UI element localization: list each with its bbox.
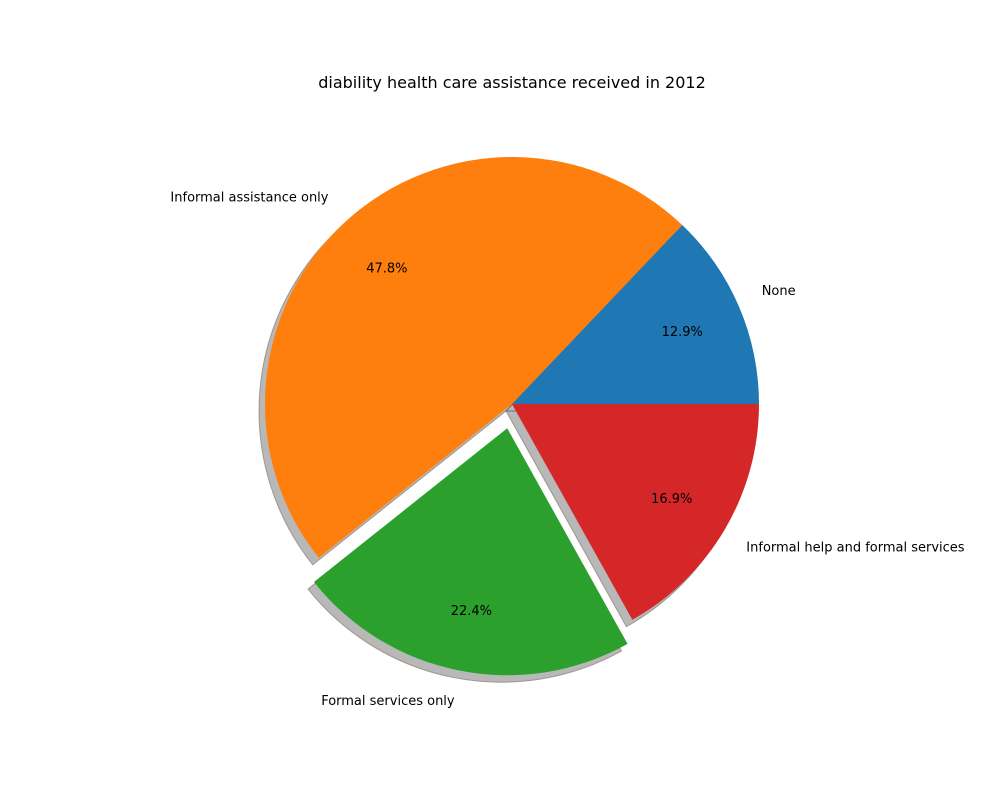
- slice-percent-formal-services-only: 22.4%: [451, 604, 492, 619]
- pie-slice-formal-services-only: [313, 428, 628, 676]
- pie-slice-layer: [264, 156, 759, 676]
- pie-slice-informal-assistance-only: [264, 156, 683, 558]
- slice-percent-none: 12.9%: [662, 325, 703, 340]
- slice-percent-informal-assistance-only: 47.8%: [366, 261, 407, 276]
- pie-label-layer: None 12.9% Informal assistance only 47.8% Fo…: [170, 191, 964, 709]
- slice-label-formal-services-only: Formal services only: [321, 694, 455, 709]
- slice-label-informal-help-and-formal-services: Informal help and formal services: [746, 541, 965, 556]
- chart-title: diability health care assistance receive…: [318, 73, 706, 92]
- pie-slice-informal-help-and-formal-services: [512, 404, 759, 620]
- pie-slice-none: [512, 225, 759, 404]
- slice-label-informal-assistance-only: Informal assistance only: [170, 191, 328, 206]
- slice-percent-informal-help-and-formal-services: 16.9%: [651, 492, 692, 507]
- slice-label-none: None: [762, 284, 796, 299]
